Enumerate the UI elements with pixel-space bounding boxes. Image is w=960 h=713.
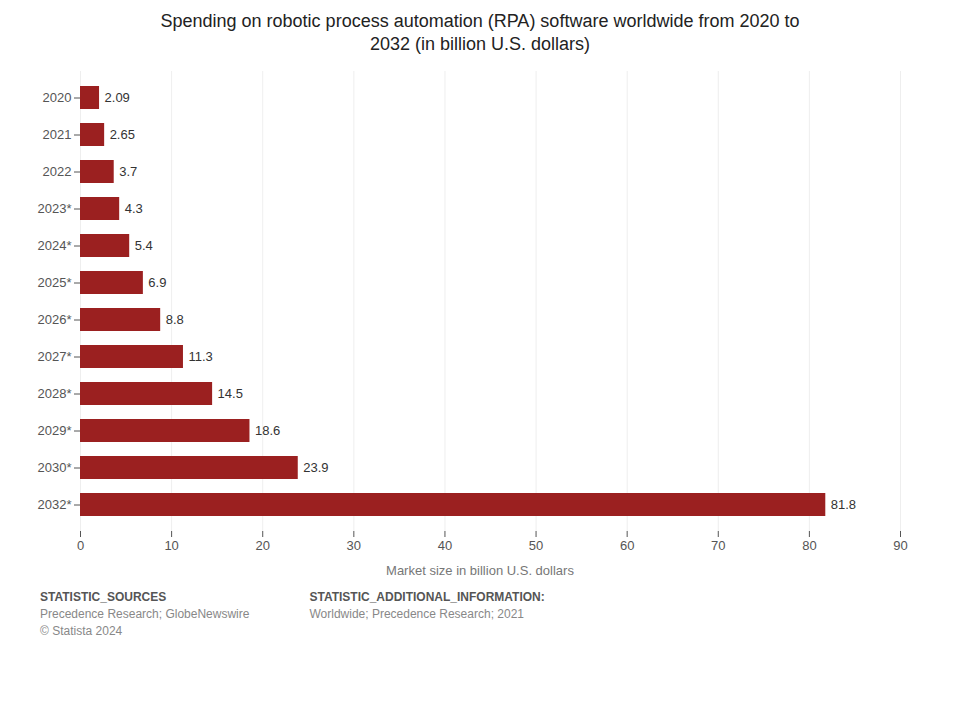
svg-text:30: 30 [347,538,361,553]
svg-text:2026*: 2026* [38,312,72,327]
svg-text:50: 50 [529,538,543,553]
svg-text:2022: 2022 [43,164,72,179]
svg-text:23.9: 23.9 [303,460,328,475]
html-text:Worldwide; Precedence Research: Worldwide; Precedence Research; 2021 [309,606,524,621]
svg-text:70: 70 [711,538,725,553]
svg-text:18.6: 18.6 [255,423,280,438]
html-text:Spending on robotic process au: Spending on robotic process automation (… [160,11,800,31]
svg-text:3.7: 3.7 [119,164,137,179]
svg-text:2023*: 2023* [38,201,72,216]
svg-text:8.8: 8.8 [166,312,184,327]
svg-text:2030*: 2030* [38,460,72,475]
html-text:STATISTIC_SOURCES: STATISTIC_SOURCES [40,589,167,604]
svg-text:6.9: 6.9 [148,275,166,290]
svg-text:2021: 2021 [43,127,72,142]
svg-text:81.8: 81.8 [831,497,856,512]
svg-text:2.65: 2.65 [110,127,135,142]
svg-text:5.4: 5.4 [135,238,153,253]
svg-text:80: 80 [802,538,816,553]
svg-text:11.3: 11.3 [188,349,212,364]
svg-text:2027*: 2027* [38,349,72,364]
svg-text:2020: 2020 [43,90,72,105]
svg-text:2025*: 2025* [38,275,72,290]
svg-text:60: 60 [620,538,634,553]
svg-text:20: 20 [255,538,269,553]
svg-text:2028*: 2028* [38,386,72,401]
html-text:STATISTIC_ADDITIONAL_INFORMATI: STATISTIC_ADDITIONAL_INFORMATION: [309,589,545,604]
svg-text:4.3: 4.3 [125,201,143,216]
svg-text:2024*: 2024* [38,238,72,253]
svg-text:2.09: 2.09 [105,90,130,105]
svg-text:0: 0 [77,538,84,553]
svg-text:2029*: 2029* [38,423,72,438]
html-text:2032 (in billion U.S. dollars): 2032 (in billion U.S. dollars) [369,34,590,55]
svg-text:14.5: 14.5 [218,386,243,401]
svg-text:2032*: 2032* [38,497,72,512]
svg-text:10: 10 [164,538,178,553]
html-text:© Statista 2024: © Statista 2024 [40,623,123,638]
svg-text:90: 90 [893,538,907,553]
svg-text:40: 40 [438,538,452,553]
html-text:Market size in billion U.S. do: Market size in billion U.S. dollars [386,562,574,578]
html-text:Precedence Research; GlobeNews: Precedence Research; GlobeNewswire [40,606,250,621]
